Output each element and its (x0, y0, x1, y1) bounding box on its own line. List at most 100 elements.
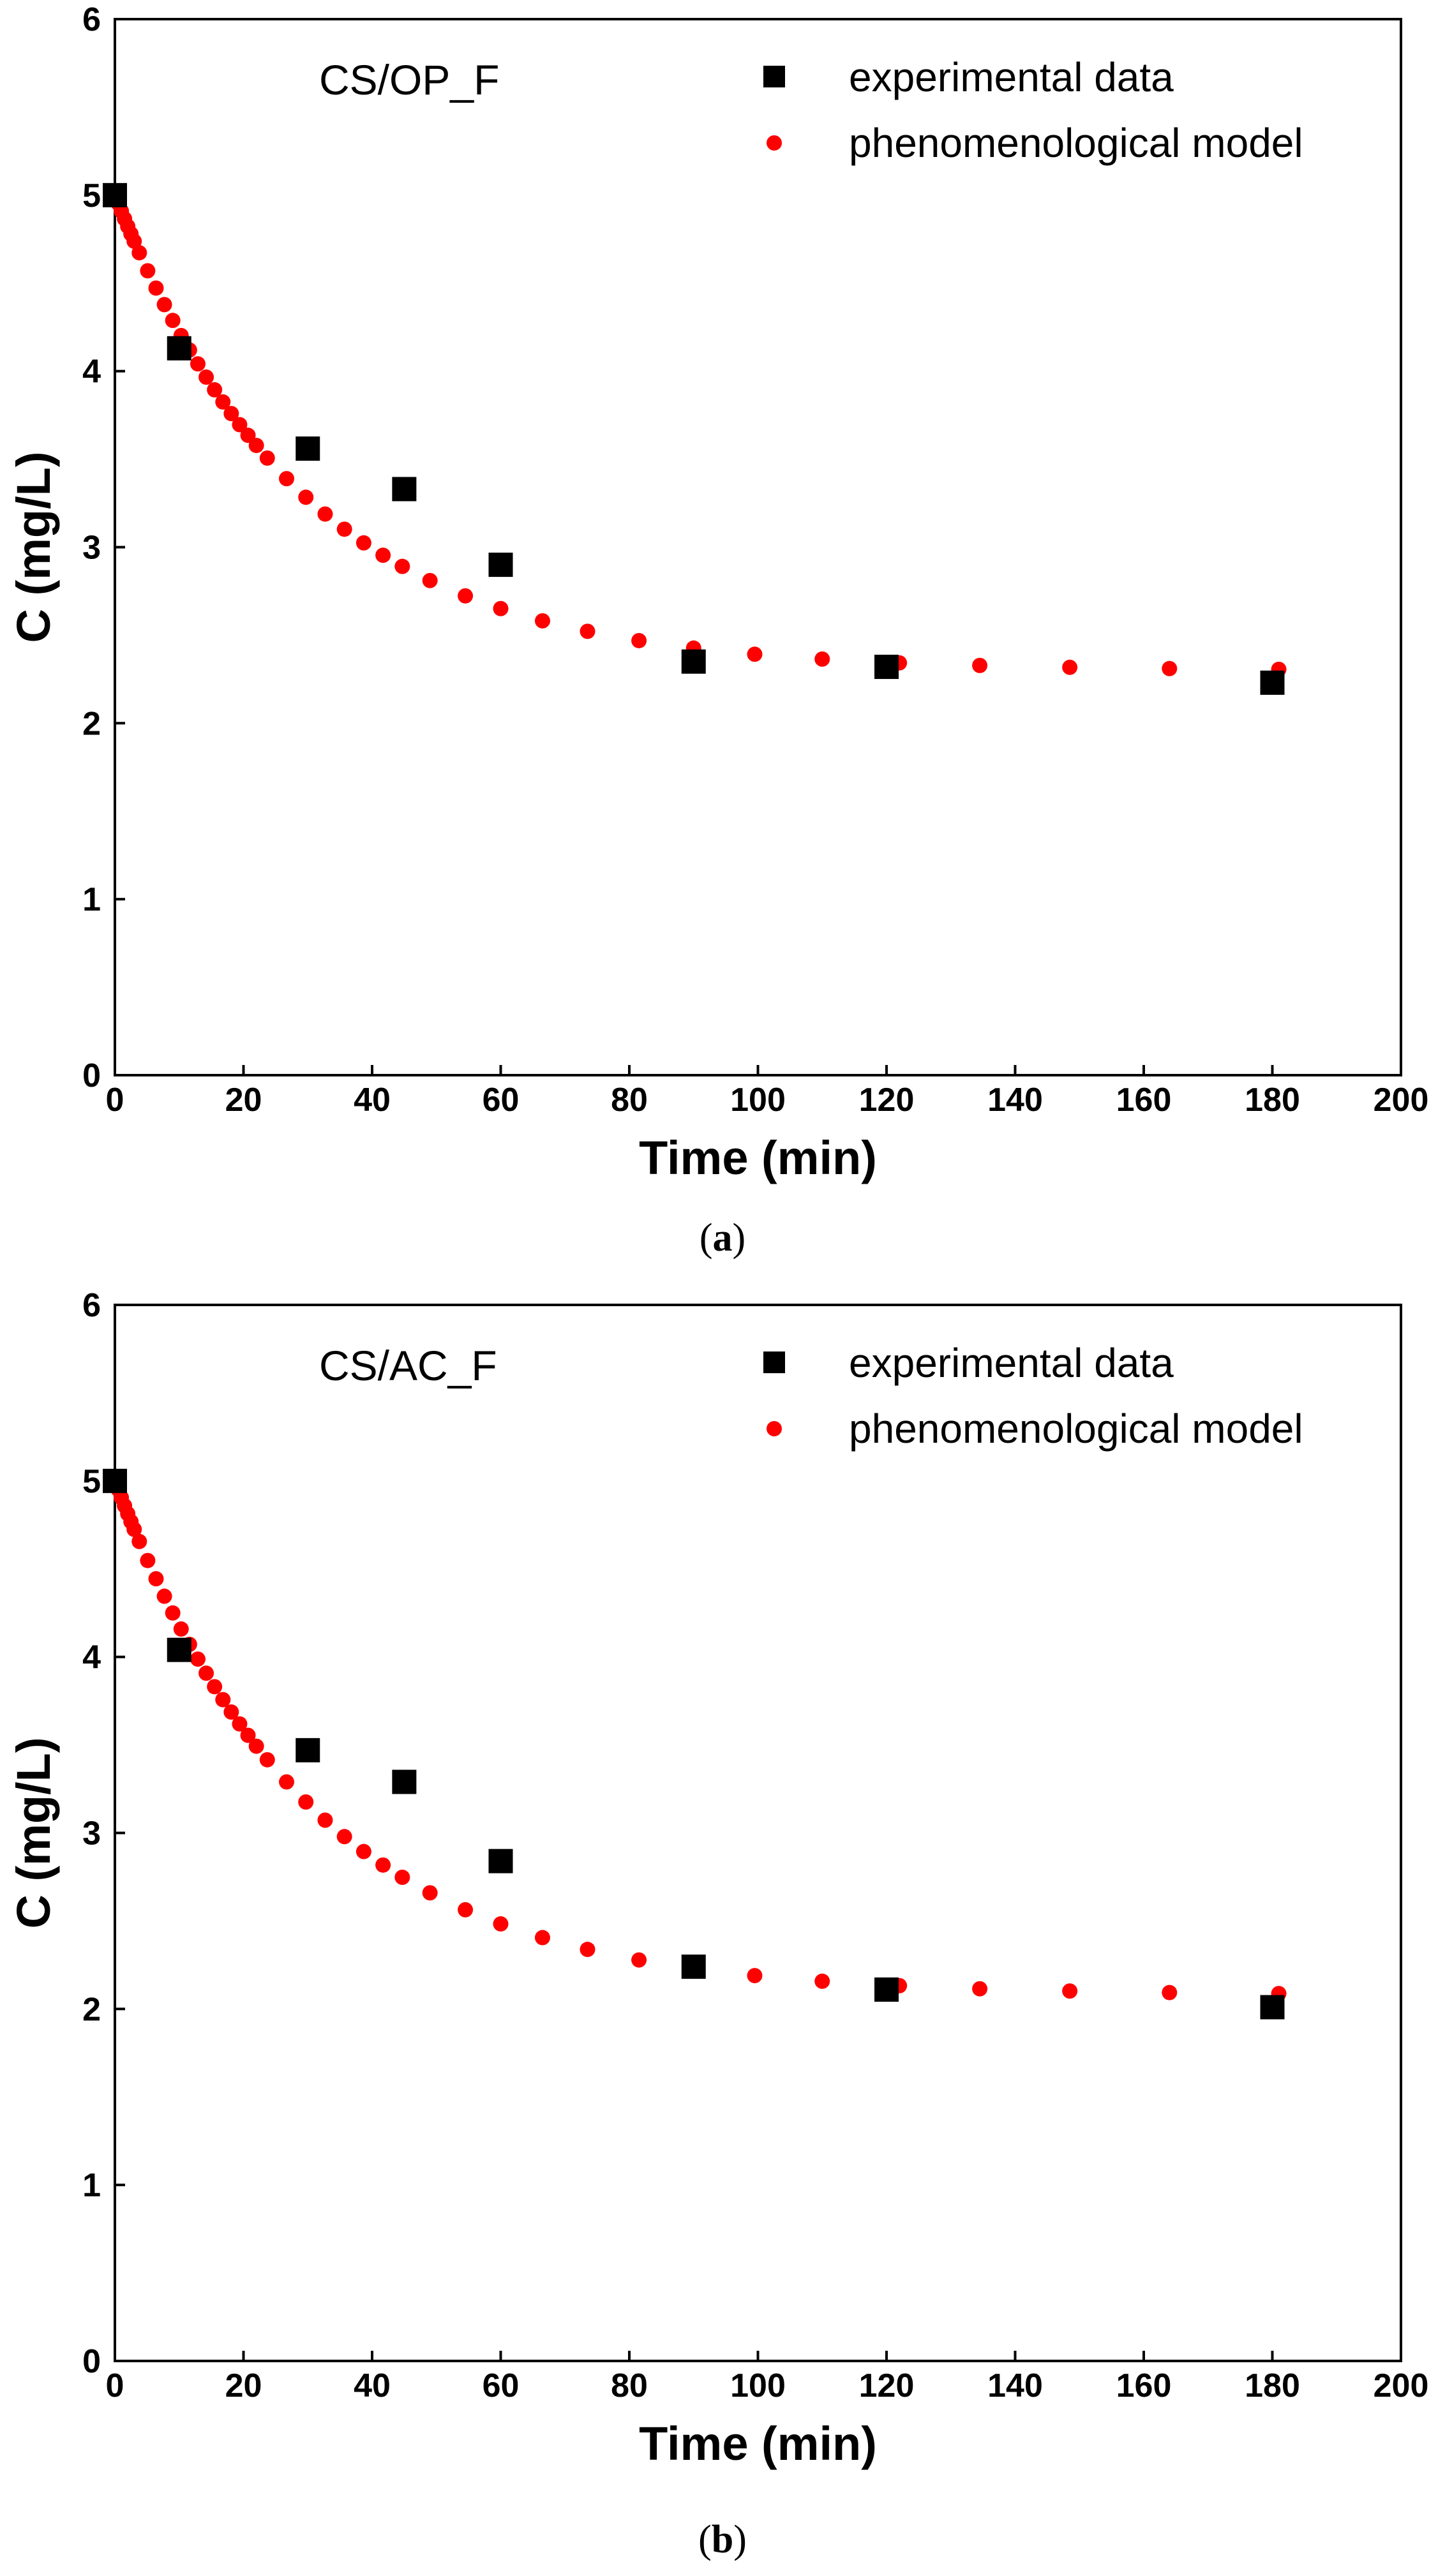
experimental-point (1260, 1995, 1285, 2020)
model-point (126, 1521, 142, 1537)
model-point (279, 471, 295, 487)
model-point (1062, 1983, 1078, 1999)
model-point (126, 234, 142, 249)
panel-title: CS/AC_F (319, 1342, 497, 1389)
y-tick-label: 5 (82, 177, 101, 214)
model-point (1162, 1984, 1178, 2000)
model-point (580, 623, 595, 639)
x-tick-label: 60 (483, 1082, 520, 1119)
model-point (223, 406, 239, 422)
model-point (422, 572, 438, 588)
y-tick-label: 4 (82, 1639, 101, 1676)
model-point (259, 1752, 275, 1768)
y-tick-label: 2 (82, 705, 101, 742)
model-point (215, 394, 231, 410)
model-point (248, 1738, 264, 1754)
model-point (493, 600, 509, 616)
x-tick-label: 40 (354, 2367, 391, 2404)
model-point (458, 588, 474, 604)
x-tick-label: 140 (987, 2367, 1043, 2404)
experimental-point (392, 477, 417, 502)
model-point (173, 1621, 189, 1637)
x-tick-label: 20 (225, 2367, 262, 2404)
model-point (356, 1843, 371, 1859)
model-point (156, 1588, 172, 1604)
model-point (317, 506, 333, 522)
model-point (198, 1665, 214, 1681)
x-tick-label: 80 (611, 1082, 648, 1119)
experimental-point (874, 655, 899, 680)
model-point (165, 1605, 181, 1621)
experimental-point (296, 436, 320, 461)
experimental-point (488, 1849, 513, 1873)
model-point (814, 651, 830, 667)
model-point (375, 547, 391, 563)
x-tick-label: 100 (730, 1082, 786, 1119)
caption-b: (b) (698, 2518, 747, 2561)
experimental-point (681, 1954, 706, 1979)
experimental-point (103, 1468, 127, 1493)
x-tick-label: 140 (987, 1082, 1043, 1119)
legend-marker-model (767, 135, 782, 151)
x-tick-label: 120 (859, 1082, 915, 1119)
caption-a: (a) (699, 1216, 746, 1260)
model-point (298, 1794, 314, 1810)
x-tick-label: 0 (106, 1082, 124, 1119)
model-point (232, 1716, 248, 1732)
plot-frame (114, 1304, 1402, 2362)
model-point (207, 382, 223, 398)
model-point (207, 1679, 223, 1695)
experimental-point (167, 336, 191, 361)
model-point (215, 1692, 231, 1708)
model-point (394, 558, 410, 574)
model-point (259, 450, 275, 466)
legend-marker-model (767, 1421, 782, 1436)
y-tick-label: 0 (82, 1057, 101, 1094)
model-point (1162, 660, 1178, 676)
x-axis-title: Time (min) (639, 1131, 877, 1184)
x-tick-label: 80 (611, 2367, 648, 2404)
legend-marker-experimental (763, 66, 785, 87)
model-point (148, 1571, 164, 1587)
legend-label-experimental: experimental data (849, 54, 1174, 100)
chart-b: 0 20 40 60 80 100 120 140 160 180 200 0 1 2 3 4 5 6 Time (… (7, 1287, 1428, 2470)
model-point (336, 521, 352, 537)
x-tick-label: 0 (106, 2367, 124, 2404)
model-point (165, 313, 181, 329)
model-point (814, 1973, 830, 1989)
model-point (156, 297, 172, 313)
model-point (356, 535, 371, 551)
x-tick-label: 100 (730, 2367, 786, 2404)
y-tick-label: 6 (82, 1287, 101, 1324)
model-point (534, 1930, 550, 1946)
model-point (140, 263, 156, 279)
model-point (375, 1857, 391, 1873)
model-point (493, 1916, 509, 1932)
y-axis-title: C (mg/L) (7, 1737, 60, 1928)
model-point (248, 438, 264, 454)
x-tick-label: 20 (225, 1082, 262, 1119)
model-point (394, 1870, 410, 1886)
y-tick-label: 2 (82, 1991, 101, 2028)
panel-title: CS/OP_F (319, 56, 499, 103)
model-point (240, 428, 256, 443)
x-tick-label: 60 (483, 2367, 520, 2404)
model-point (232, 417, 248, 433)
x-tick-label: 180 (1245, 1082, 1300, 1119)
model-point (972, 657, 988, 673)
experimental-point (1260, 670, 1285, 695)
model-point (534, 613, 550, 629)
model-point (131, 245, 147, 261)
legend-label-model: phenomenological model (849, 1406, 1303, 1452)
experimental-point (874, 1977, 899, 2002)
model-point (972, 1981, 988, 1997)
chart-a: 0 20 40 60 80 100 120 140 160 180 200 0 1 2 3 4 5 6 Time (… (7, 1, 1428, 1184)
model-point (631, 632, 647, 648)
y-tick-label: 1 (82, 881, 101, 918)
legend-label-model: phenomenological model (849, 120, 1303, 166)
x-tick-label: 40 (354, 1082, 391, 1119)
model-point (298, 489, 314, 505)
model-point (317, 1812, 333, 1828)
model-point (336, 1829, 352, 1845)
x-tick-label: 160 (1116, 1082, 1172, 1119)
